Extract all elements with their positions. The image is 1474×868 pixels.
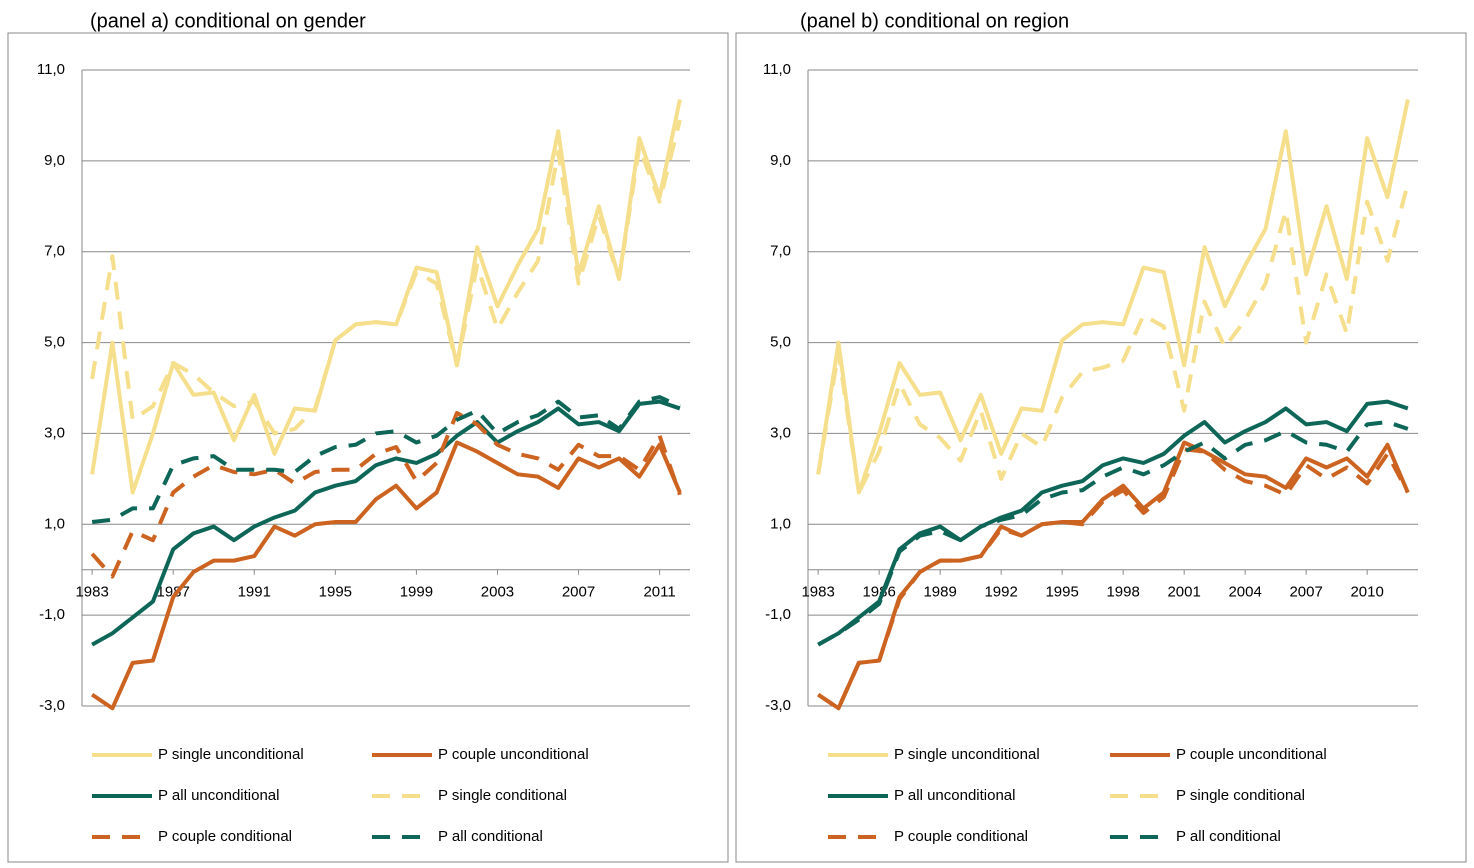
x-tick-label: 1983 bbox=[75, 584, 108, 601]
series-line bbox=[817, 447, 1410, 711]
y-tick-label: 1,0 bbox=[44, 515, 65, 532]
series-line bbox=[91, 440, 682, 711]
panel-title: (panel b) conditional on region bbox=[800, 10, 1069, 32]
series-line bbox=[90, 410, 682, 579]
x-tick-label: 2011 bbox=[643, 584, 675, 601]
panel-frame bbox=[7, 32, 729, 863]
x-tick-label: 1989 bbox=[923, 584, 956, 601]
x-tick-label: 2007 bbox=[562, 584, 595, 601]
y-tick-label: -3,0 bbox=[39, 697, 65, 714]
y-tick-label: -3,0 bbox=[765, 697, 791, 714]
x-tick-label: 1983 bbox=[801, 584, 834, 601]
x-tick-label: 2007 bbox=[1289, 584, 1322, 601]
x-tick-label: 1998 bbox=[1106, 584, 1139, 601]
x-tick-label: 1991 bbox=[238, 584, 271, 601]
series-line bbox=[817, 399, 1409, 647]
y-tick-label: 7,0 bbox=[770, 243, 791, 260]
legend-label: P single unconditional bbox=[158, 746, 304, 763]
y-tick-label: 1,0 bbox=[770, 515, 791, 532]
y-tick-label: -1,0 bbox=[765, 606, 791, 623]
legend-label: P couple conditional bbox=[894, 828, 1028, 845]
series-line bbox=[816, 99, 1410, 495]
legend-label: P all unconditional bbox=[158, 787, 279, 804]
y-tick-label: 3,0 bbox=[770, 424, 791, 441]
series-line bbox=[817, 420, 1409, 647]
x-tick-label: 2003 bbox=[481, 584, 514, 601]
legend-label: P couple conditional bbox=[158, 828, 292, 845]
series-line bbox=[90, 119, 682, 436]
legend-label: P couple unconditional bbox=[438, 746, 589, 763]
x-tick-label: 1992 bbox=[984, 584, 1017, 601]
y-tick-label: 3,0 bbox=[44, 424, 65, 441]
x-tick-label: 2001 bbox=[1167, 584, 1200, 601]
x-tick-label: 1995 bbox=[319, 584, 352, 601]
y-tick-label: 9,0 bbox=[44, 152, 65, 169]
legend-label: P couple unconditional bbox=[1176, 746, 1327, 763]
y-tick-label: 5,0 bbox=[770, 334, 791, 351]
y-tick-label: 9,0 bbox=[770, 152, 791, 169]
x-tick-label: 2010 bbox=[1350, 584, 1383, 601]
x-tick-label: 1995 bbox=[1045, 584, 1078, 601]
y-tick-label: -1,0 bbox=[39, 606, 65, 623]
series-line bbox=[816, 183, 1410, 495]
panel-title: (panel a) conditional on gender bbox=[90, 10, 366, 32]
x-tick-label: 1999 bbox=[400, 584, 433, 601]
series-line bbox=[817, 440, 1410, 711]
legend-label: P single unconditional bbox=[894, 746, 1040, 763]
y-tick-label: 11,0 bbox=[763, 61, 791, 78]
x-tick-label: 2004 bbox=[1228, 584, 1261, 601]
legend-label: P single conditional bbox=[438, 787, 567, 804]
x-tick-label: 1986 bbox=[862, 584, 895, 601]
legend-label: P all conditional bbox=[438, 828, 543, 845]
series-line bbox=[91, 399, 681, 647]
legend-label: P all unconditional bbox=[894, 787, 1015, 804]
y-tick-label: 11,0 bbox=[37, 61, 65, 78]
y-tick-label: 7,0 bbox=[44, 243, 65, 260]
legend-label: P all conditional bbox=[1176, 828, 1281, 845]
series-line bbox=[91, 395, 681, 524]
y-tick-label: 5,0 bbox=[44, 334, 65, 351]
panel-frame bbox=[735, 32, 1467, 863]
legend-label: P single conditional bbox=[1176, 787, 1305, 804]
